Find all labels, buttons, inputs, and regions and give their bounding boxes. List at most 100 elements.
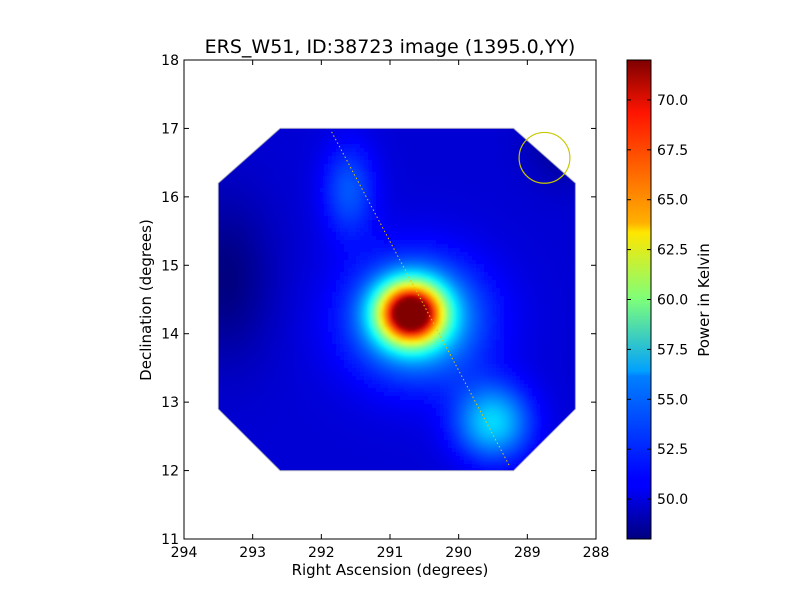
heatmap-cell [360, 160, 365, 165]
heatmap-cell [260, 104, 265, 109]
heatmap-cell [212, 180, 217, 185]
heatmap-cell [200, 96, 205, 101]
heatmap-cell [196, 80, 201, 85]
heatmap-cell [308, 100, 313, 105]
heatmap-cell [232, 208, 237, 213]
heatmap-cell [536, 204, 541, 209]
heatmap-cell [528, 72, 533, 77]
heatmap-cell [348, 76, 353, 81]
heatmap-cell [444, 244, 449, 249]
heatmap-cell [276, 168, 281, 173]
heatmap-cell [584, 76, 589, 81]
heatmap-cell [512, 108, 517, 113]
heatmap-cell [456, 212, 461, 217]
heatmap-cell [580, 116, 585, 121]
heatmap-cell [456, 120, 461, 125]
heatmap-cell [500, 184, 505, 189]
heatmap-cell [504, 232, 509, 237]
heatmap-cell [388, 184, 393, 189]
heatmap-cell [408, 220, 413, 225]
heatmap-cell [428, 112, 433, 117]
heatmap-cell [488, 104, 493, 109]
heatmap-cell [308, 224, 313, 229]
heatmap-cell [536, 176, 541, 181]
heatmap-cell [248, 224, 253, 229]
heatmap-cell [404, 224, 409, 229]
heatmap-cell [296, 184, 301, 189]
heatmap-cell [364, 176, 369, 181]
heatmap-cell [288, 220, 293, 225]
heatmap-cell [216, 92, 221, 97]
heatmap-cell [460, 64, 465, 69]
heatmap-cell [208, 220, 213, 225]
heatmap-cell [300, 240, 305, 245]
heatmap-cell [204, 140, 209, 145]
heatmap-cell [188, 152, 193, 157]
heatmap-cell [236, 96, 241, 101]
heatmap-cell [512, 168, 517, 173]
heatmap-cell [228, 200, 233, 205]
heatmap-cell [484, 76, 489, 81]
heatmap-cell [532, 68, 537, 73]
heatmap-cell [272, 152, 277, 157]
heatmap-cell [404, 108, 409, 113]
heatmap-cell [224, 92, 229, 97]
heatmap-cell [296, 248, 301, 253]
heatmap-cell [584, 100, 589, 105]
heatmap-cell [404, 76, 409, 81]
heatmap-cell [328, 80, 333, 85]
heatmap-cell [368, 100, 373, 105]
heatmap-cell [412, 76, 417, 81]
heatmap-cell [472, 100, 477, 105]
heatmap-cell [240, 128, 245, 129]
heatmap-cell [580, 88, 585, 93]
heatmap-cell [348, 140, 353, 145]
heatmap-cell [360, 60, 365, 65]
heatmap-cell [272, 68, 277, 73]
heatmap-cell [460, 92, 465, 97]
heatmap-cell [240, 132, 245, 137]
heatmap-cell [560, 84, 565, 89]
heatmap-cell [248, 144, 253, 149]
heatmap-cell [468, 144, 473, 149]
heatmap-cell [364, 180, 369, 185]
heatmap-cell [236, 176, 241, 181]
heatmap-cell [524, 116, 529, 121]
heatmap-cell [284, 116, 289, 121]
heatmap-cell [540, 144, 545, 149]
heatmap-cell [552, 220, 557, 225]
heatmap-cell [588, 72, 593, 77]
heatmap-cell [400, 100, 405, 105]
heatmap-cell [420, 196, 425, 201]
heatmap-cell [456, 140, 461, 145]
heatmap-cell [484, 64, 489, 69]
heatmap-cell [544, 60, 549, 65]
heatmap-cell [508, 204, 513, 209]
heatmap-cell [376, 148, 381, 153]
heatmap-cell [376, 92, 381, 97]
heatmap-cell [396, 140, 401, 145]
heatmap-cell [296, 96, 301, 101]
heatmap-cell [344, 224, 349, 229]
heatmap-cell [500, 140, 505, 145]
heatmap-cell [508, 64, 513, 69]
heatmap-cell [232, 84, 237, 89]
heatmap-cell [356, 80, 361, 85]
heatmap-cell [288, 228, 293, 233]
heatmap-cell [268, 104, 273, 109]
heatmap-cell [212, 72, 217, 77]
heatmap-cell [372, 172, 377, 177]
heatmap-cell [488, 72, 493, 77]
heatmap-cell [420, 184, 425, 189]
heatmap-cell [196, 116, 201, 121]
heatmap-cell [340, 168, 345, 173]
heatmap-cell [464, 212, 469, 217]
heatmap-cell [376, 76, 381, 81]
heatmap-cell [208, 124, 213, 129]
heatmap-cell [588, 240, 593, 245]
heatmap-cell [504, 72, 509, 77]
heatmap-cell [512, 104, 517, 109]
heatmap-cell [580, 136, 585, 141]
heatmap-cell [248, 72, 253, 77]
heatmap-cell [232, 108, 237, 113]
